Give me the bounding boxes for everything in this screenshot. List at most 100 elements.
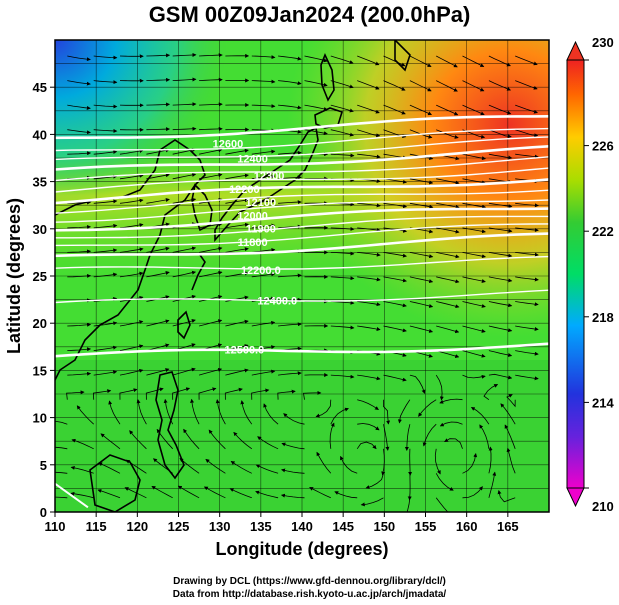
streamline-arrow [383, 374, 407, 382]
x-tick-label: 110 [45, 519, 66, 534]
contour-line [55, 115, 549, 140]
streamline-arrow [439, 421, 463, 427]
streamline-arrow [444, 438, 463, 449]
streamline-arrow [93, 80, 118, 85]
contour-label: 12400 [237, 154, 268, 166]
streamline-arrow [225, 173, 249, 180]
streamline-arrow [330, 104, 354, 113]
streamline-arrow [225, 222, 249, 229]
streamline-arrow [251, 149, 276, 155]
streamline-arrow [93, 55, 118, 60]
streamline-arrow [199, 222, 223, 229]
streamline-arrow [129, 430, 147, 450]
streamline-arrow [177, 485, 200, 499]
streamline-arrow [251, 320, 276, 327]
streamline-arrow [515, 227, 539, 233]
y-tick-label: 35 [33, 175, 47, 190]
streamline-arrow [146, 102, 171, 107]
streamline-arrow [108, 400, 121, 425]
x-tick-label: 120 [126, 519, 148, 534]
streamline-arrow [136, 399, 147, 425]
streamline-arrow [435, 497, 449, 512]
streamline-arrow [199, 319, 223, 327]
streamline-arrow [263, 403, 279, 425]
streamline-arrow [251, 223, 276, 229]
x-axis-label: Longitude (degrees) [215, 539, 388, 559]
colorbar: 210 214 218 222 226 230 [566, 35, 614, 514]
streamline-arrow [92, 389, 112, 400]
streamline-arrow [172, 148, 197, 155]
x-tick-label: 145 [332, 519, 354, 534]
streamline-arrow [225, 198, 249, 204]
streamline-arrow [55, 420, 68, 425]
streamline-arrow [515, 129, 539, 138]
streamline-arrow [225, 271, 249, 278]
streamline-arrow [251, 174, 276, 180]
streamline-arrow [462, 486, 483, 499]
streamline-arrow [151, 485, 173, 499]
streamline-arrow [365, 473, 384, 489]
streamline-arrow [406, 497, 411, 512]
streamline-arrow [304, 55, 328, 63]
contour-line [55, 167, 549, 193]
streamline-arrow [330, 226, 355, 231]
credits: Drawing by DCL (https://www.gfd-dennou.o… [0, 575, 619, 601]
streamline-arrow [146, 246, 170, 253]
streamline-arrow [408, 448, 413, 476]
streamline-arrow [93, 199, 118, 204]
streamline-arrow [436, 252, 460, 259]
streamline-arrow [225, 295, 249, 302]
contour-line [55, 156, 549, 182]
streamline-arrow [66, 390, 85, 400]
streamline-arrow [172, 77, 197, 82]
streamline-arrow [436, 350, 460, 359]
streamline-arrow [255, 490, 279, 499]
x-tick-label: 140 [291, 519, 313, 534]
streamline-arrow [357, 399, 379, 410]
streamline-arrow [70, 491, 94, 499]
streamline-arrow [357, 80, 380, 90]
streamline-arrow [435, 473, 454, 491]
streamline-arrow [330, 374, 355, 379]
streamline-arrow [278, 371, 302, 376]
streamline-arrow [67, 55, 91, 62]
streamline-arrow [504, 424, 516, 449]
contour-line [55, 482, 89, 509]
streamline-arrow [515, 104, 538, 114]
streamline-arrow [93, 248, 118, 253]
contour-label: 12500.0 [224, 344, 264, 356]
streamline-arrow [172, 246, 197, 253]
streamline-arrow [119, 320, 144, 327]
streamline-arrow [330, 80, 354, 89]
streamline-arrow [404, 424, 411, 451]
streamline-arrow [488, 227, 513, 233]
streamline-arrow [409, 202, 434, 209]
streamline-arrow [381, 448, 386, 476]
contour-label: 12100 [246, 197, 277, 209]
streamline-arrow [409, 55, 432, 67]
streamline-arrow [462, 276, 486, 283]
streamline-arrow [488, 350, 513, 357]
streamline-arrow [303, 390, 322, 400]
streamline-arrow [436, 129, 459, 139]
streamline-arrow [383, 104, 406, 115]
streamline-arrow [205, 458, 226, 474]
streamline-arrow [255, 464, 279, 474]
streamline-arrow [67, 80, 91, 86]
streamline-arrow [125, 459, 147, 474]
streamline-arrow [309, 487, 331, 499]
streamline-arrow [251, 199, 276, 204]
streamline-arrow [488, 55, 511, 67]
credits-data: Data from http://database.rish.kyoto-u.a… [172, 589, 447, 600]
contour-line [55, 215, 549, 239]
x-tick-label: 130 [209, 519, 231, 534]
y-tick-label: 10 [33, 411, 47, 426]
streamline-arrow [462, 325, 486, 333]
streamline-arrow [152, 458, 173, 474]
streamline-arrow [383, 424, 390, 451]
streamline-arrow [500, 403, 516, 425]
y-tick-label: 15 [33, 363, 47, 378]
streamline-arrow [409, 276, 434, 283]
streamline-arrow [55, 496, 68, 499]
streamline-arrow [67, 151, 92, 156]
